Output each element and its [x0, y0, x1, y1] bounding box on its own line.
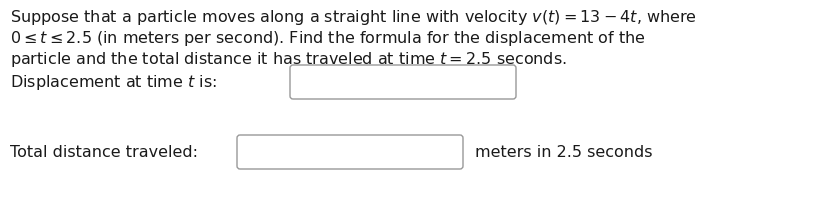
FancyBboxPatch shape: [237, 135, 463, 169]
Text: Suppose that a particle moves along a straight line with velocity $v(t) = 13 - 4: Suppose that a particle moves along a st…: [10, 8, 697, 27]
Text: Displacement at time $t$ is:: Displacement at time $t$ is:: [10, 73, 217, 92]
Text: $0 \leq t \leq 2.5$ (in meters per second). Find the formula for the displacemen: $0 \leq t \leq 2.5$ (in meters per secon…: [10, 29, 645, 48]
Text: meters in 2.5 seconds: meters in 2.5 seconds: [475, 145, 653, 160]
Text: particle and the total distance it has traveled at time $t = 2.5$ seconds.: particle and the total distance it has t…: [10, 50, 567, 69]
FancyBboxPatch shape: [290, 65, 516, 99]
Text: Total distance traveled:: Total distance traveled:: [10, 145, 198, 160]
